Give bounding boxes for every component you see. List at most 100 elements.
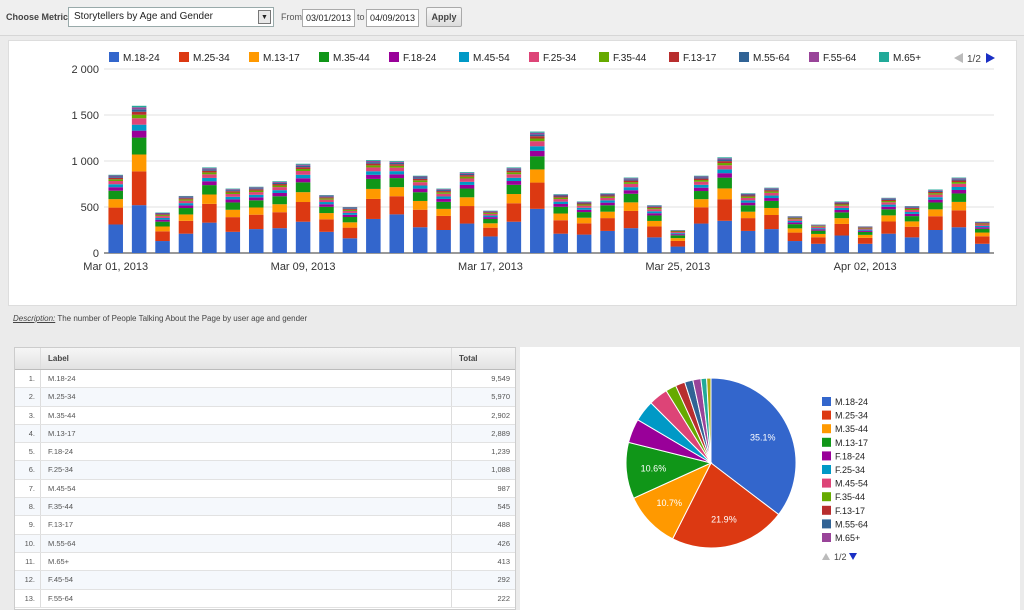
bar-segment[interactable]: [506, 203, 522, 222]
bar-segment[interactable]: [178, 205, 194, 209]
pie-legend-label[interactable]: F.35-44: [835, 492, 865, 502]
bar-segment[interactable]: [506, 194, 522, 204]
table-row[interactable]: 4. M.13-17 2,889: [15, 424, 515, 444]
bar-segment[interactable]: [764, 191, 779, 193]
bar-segment[interactable]: [319, 196, 334, 198]
bar-segment[interactable]: [647, 220, 662, 227]
legend-label[interactable]: M.55-64: [753, 53, 790, 64]
bar-segment[interactable]: [178, 198, 194, 200]
pie-legend-label[interactable]: F.13-17: [835, 506, 865, 516]
bar-segment[interactable]: [506, 172, 522, 175]
bar-segment[interactable]: [951, 182, 967, 184]
table-row[interactable]: 9. F.13-17 488: [15, 516, 515, 535]
bar-segment[interactable]: [928, 230, 943, 253]
bar-segment[interactable]: [412, 188, 428, 193]
bar-segment[interactable]: [506, 170, 522, 173]
bar-segment[interactable]: [459, 223, 475, 253]
bar-segment[interactable]: [717, 199, 732, 221]
bar-segment[interactable]: [131, 171, 147, 206]
bar-segment[interactable]: [295, 221, 311, 253]
to-date-input[interactable]: 04/09/2013: [366, 9, 419, 27]
bar-segment[interactable]: [530, 134, 545, 137]
bar-segment[interactable]: [951, 180, 967, 183]
bar-segment[interactable]: [717, 157, 732, 159]
pie-legend-label[interactable]: M.55-64: [835, 519, 868, 529]
legend-label[interactable]: F.35-44: [613, 53, 647, 64]
table-row[interactable]: 11. M.65+ 413: [15, 552, 515, 572]
bar-segment[interactable]: [647, 215, 662, 221]
bar-segment[interactable]: [553, 194, 568, 196]
legend-label[interactable]: M.45-54: [473, 53, 510, 64]
pie-legend-label[interactable]: M.13-17: [835, 438, 868, 448]
bar-segment[interactable]: [389, 162, 405, 165]
bar-segment[interactable]: [928, 190, 943, 192]
bar-segment[interactable]: [248, 229, 264, 253]
bar-segment[interactable]: [178, 233, 194, 253]
legend-label[interactable]: M.13-17: [263, 53, 300, 64]
bar-segment[interactable]: [576, 204, 592, 206]
bar-segment[interactable]: [389, 196, 405, 215]
bar-segment[interactable]: [202, 168, 217, 170]
bar-segment[interactable]: [740, 200, 756, 203]
bar-segment[interactable]: [366, 174, 381, 179]
bar-segment[interactable]: [530, 182, 545, 209]
bar-segment[interactable]: [904, 207, 920, 208]
bar-segment[interactable]: [600, 194, 615, 196]
bar-segment[interactable]: [576, 207, 592, 210]
bar-segment[interactable]: [436, 196, 451, 199]
bar-segment[interactable]: [670, 231, 686, 233]
bar-segment[interactable]: [881, 202, 896, 205]
bar-segment[interactable]: [319, 199, 334, 203]
pie-legend-label[interactable]: M.18-24: [835, 397, 868, 407]
bar-segment[interactable]: [202, 174, 217, 178]
bar-segment[interactable]: [857, 230, 873, 232]
bar-segment[interactable]: [834, 205, 850, 208]
bar-segment[interactable]: [319, 197, 334, 199]
bar-segment[interactable]: [412, 177, 428, 179]
bar-segment[interactable]: [740, 205, 756, 212]
bar-segment[interactable]: [389, 165, 405, 168]
bar-segment[interactable]: [951, 201, 967, 211]
bar-segment[interactable]: [295, 163, 311, 165]
bar-segment[interactable]: [459, 175, 475, 177]
table-row[interactable]: 8. F.35-44 545: [15, 498, 515, 517]
bar-segment[interactable]: [366, 163, 381, 166]
bar-segment[interactable]: [506, 169, 522, 171]
bar-segment[interactable]: [647, 211, 662, 214]
bar-segment[interactable]: [764, 229, 779, 253]
bar-segment[interactable]: [623, 202, 639, 211]
bar-segment[interactable]: [928, 190, 943, 191]
bar-segment[interactable]: [928, 202, 943, 210]
table-row[interactable]: 7. M.45-54 987: [15, 479, 515, 499]
bar-segment[interactable]: [904, 213, 920, 217]
bar-segment[interactable]: [787, 220, 803, 223]
bar-segment[interactable]: [342, 208, 358, 209]
table-row[interactable]: 2. M.25-34 5,970: [15, 388, 515, 407]
metric-select[interactable]: Storytellers by Age and Gender ▼: [68, 7, 274, 27]
bar-segment[interactable]: [178, 208, 194, 215]
bar-segment[interactable]: [670, 235, 686, 239]
bar-segment[interactable]: [576, 234, 592, 253]
bar-segment[interactable]: [576, 217, 592, 224]
bar-segment[interactable]: [295, 174, 311, 179]
bar-segment[interactable]: [108, 190, 123, 200]
bar-segment[interactable]: [436, 215, 451, 230]
bar-segment[interactable]: [787, 217, 803, 219]
bar-segment[interactable]: [248, 207, 264, 215]
bar-segment[interactable]: [764, 207, 779, 216]
bar-segment[interactable]: [389, 171, 405, 175]
bar-segment[interactable]: [248, 187, 264, 189]
table-row[interactable]: 13. F.55-64 222: [15, 589, 515, 608]
bar-segment[interactable]: [459, 184, 475, 189]
bar-segment[interactable]: [787, 228, 803, 233]
bar-segment[interactable]: [670, 233, 686, 235]
bar-segment[interactable]: [389, 167, 405, 172]
bar-segment[interactable]: [108, 176, 123, 178]
bar-segment[interactable]: [436, 192, 451, 194]
bar-segment[interactable]: [272, 204, 287, 213]
bar-segment[interactable]: [483, 212, 498, 214]
bar-segment[interactable]: [108, 177, 123, 180]
bar-segment[interactable]: [202, 222, 217, 253]
bar-segment[interactable]: [131, 124, 147, 131]
bar-segment[interactable]: [483, 223, 498, 228]
